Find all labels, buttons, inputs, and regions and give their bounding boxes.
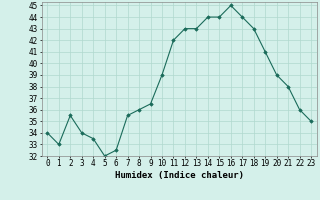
- X-axis label: Humidex (Indice chaleur): Humidex (Indice chaleur): [115, 171, 244, 180]
